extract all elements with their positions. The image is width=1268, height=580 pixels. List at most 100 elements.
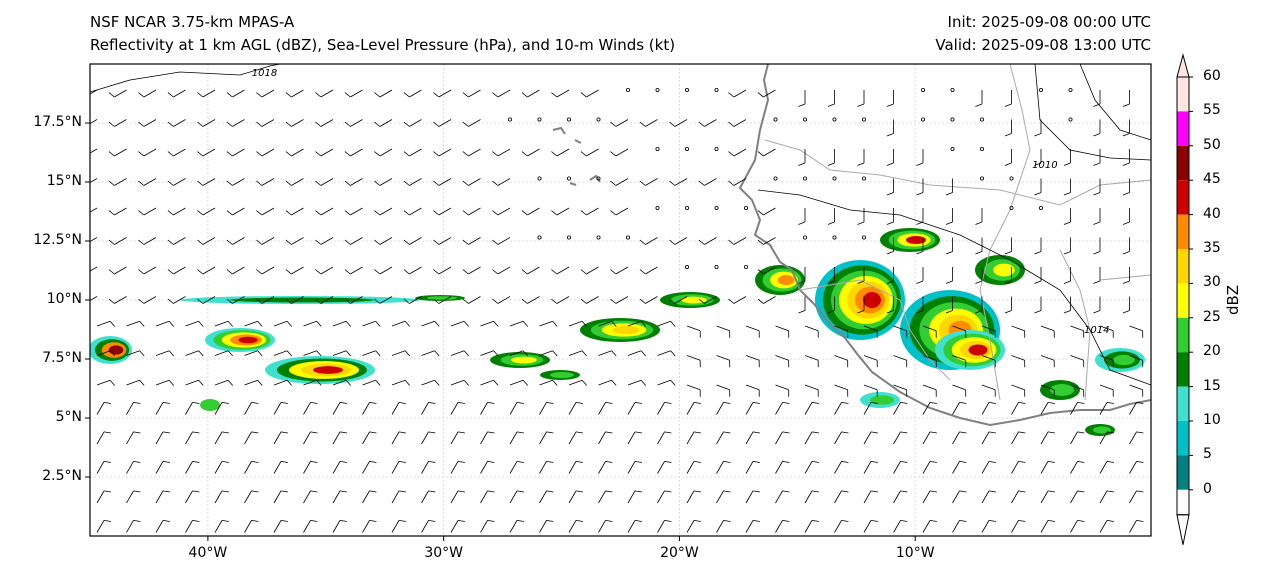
wind-barb-flag xyxy=(1034,251,1042,255)
wind-barb xyxy=(1099,402,1108,415)
wind-barb xyxy=(539,490,547,504)
wind-barb xyxy=(291,237,304,245)
calm-wind-circle xyxy=(685,146,690,151)
wind-barb xyxy=(893,384,907,391)
wind-barb xyxy=(539,320,553,327)
wind-barb xyxy=(686,490,695,504)
wind-barb-flag xyxy=(168,320,175,327)
wind-barb xyxy=(350,296,363,304)
wind-barb xyxy=(320,237,334,245)
wind-barb xyxy=(379,207,393,216)
wind-barb xyxy=(155,320,170,327)
wind-barb xyxy=(704,119,717,127)
calm-wind-circle xyxy=(980,117,985,122)
wind-barb xyxy=(1099,384,1114,391)
wind-barb xyxy=(126,320,140,327)
wind-barb-flag xyxy=(1077,490,1085,493)
wind-barb-flag xyxy=(575,431,583,434)
y-tick-label: 2.5°N xyxy=(42,468,82,484)
wind-barb xyxy=(391,490,400,504)
wind-barb xyxy=(716,520,724,533)
wind-barb xyxy=(261,296,275,304)
wind-barb-flag xyxy=(374,121,381,127)
wind-barb-flag xyxy=(192,460,200,463)
wind-barb-flag xyxy=(639,180,646,186)
wind-barb-flag xyxy=(1093,162,1101,166)
calm-wind-circle xyxy=(626,88,631,93)
wind-barb-flag xyxy=(728,180,735,186)
wind-barb-flag xyxy=(1106,490,1114,493)
wind-barb xyxy=(745,325,760,332)
wind-barb xyxy=(509,320,524,327)
wind-barb-flag xyxy=(457,519,465,522)
wind-barb xyxy=(350,119,363,127)
wind-barb xyxy=(90,266,98,272)
wind-barb-flag xyxy=(403,121,410,127)
wind-barb xyxy=(450,402,459,415)
wind-barb xyxy=(863,355,878,361)
wind-barb xyxy=(539,461,547,474)
calm-wind-circle xyxy=(980,176,985,181)
wind-barb-flag xyxy=(605,519,613,522)
reflectivity-cell xyxy=(1093,426,1111,434)
wind-barb xyxy=(893,402,901,415)
wind-barb-flag xyxy=(162,460,170,463)
wind-barb-flag xyxy=(457,490,465,493)
wind-barb-flag xyxy=(139,350,145,357)
wind-barb-flag xyxy=(403,92,410,98)
wind-barb xyxy=(202,207,216,216)
wind-barb-flag xyxy=(1018,490,1026,493)
wind-barb-flag xyxy=(1106,460,1114,463)
wind-barb-flag xyxy=(315,298,322,304)
wind-barb xyxy=(509,461,518,474)
wind-barb-flag xyxy=(315,180,322,186)
wind-barb-flag xyxy=(463,320,470,327)
wind-barb-flag xyxy=(988,490,996,493)
colorbar-min-extend xyxy=(1176,514,1190,545)
wind-barb xyxy=(716,384,730,391)
wind-barb xyxy=(598,320,612,327)
wind-barb-flag xyxy=(433,151,440,157)
wind-barb-flag xyxy=(197,298,204,304)
wind-barb-flag xyxy=(870,431,878,434)
wind-barb xyxy=(173,237,186,245)
wind-barb xyxy=(952,355,966,361)
wind-barb xyxy=(273,461,282,474)
wind-barb-flag xyxy=(109,379,116,386)
wind-barb-flag xyxy=(827,103,835,107)
wind-barb-flag xyxy=(634,519,642,522)
slp-contour-1018 xyxy=(90,64,281,93)
calm-wind-circle xyxy=(685,88,690,93)
wind-barb-flag xyxy=(226,180,233,186)
wind-barb xyxy=(556,296,570,304)
contour-label: 1014 xyxy=(1084,325,1109,336)
calm-wind-circle xyxy=(773,117,778,122)
wind-barb-flag xyxy=(108,298,115,304)
wind-barb-flag xyxy=(492,92,499,98)
wind-barb-flag xyxy=(782,401,790,404)
island xyxy=(552,126,601,186)
wind-barb-flag xyxy=(251,401,259,404)
border xyxy=(979,64,1031,401)
calm-wind-circle xyxy=(655,146,660,151)
wind-barb-flag xyxy=(640,320,647,327)
colorbar-tick-label: 0 xyxy=(1203,480,1212,497)
wind-barb xyxy=(1011,355,1025,361)
wind-barb-flag xyxy=(285,180,292,186)
calm-wind-circle xyxy=(537,176,542,181)
wind-barb-flag xyxy=(285,298,292,304)
wind-barb-flag xyxy=(404,350,411,357)
wind-barb xyxy=(598,461,606,474)
wind-barb xyxy=(409,148,422,157)
colorbar-segment xyxy=(1177,352,1189,387)
wind-barb xyxy=(450,520,459,533)
wind-barb xyxy=(686,325,701,332)
wind-barb xyxy=(185,490,193,504)
wind-barb-flag xyxy=(256,121,263,127)
wind-barb xyxy=(244,320,258,327)
wind-barb xyxy=(362,461,370,474)
wind-barb-flag xyxy=(1034,310,1042,314)
wind-barb-flag xyxy=(959,401,967,404)
wind-barb xyxy=(468,237,481,245)
wind-barb-flag xyxy=(975,310,983,314)
